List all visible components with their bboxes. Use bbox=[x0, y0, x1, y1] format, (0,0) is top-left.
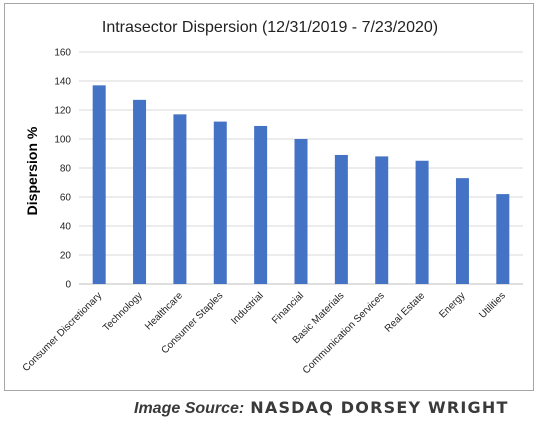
image-source-brand: NASDAQ DORSEY WRIGHT bbox=[250, 398, 509, 417]
y-tick-label: 100 bbox=[54, 135, 71, 146]
y-tick-label: 140 bbox=[54, 77, 71, 88]
y-tick-label: 120 bbox=[54, 106, 71, 117]
y-tick-label: 80 bbox=[60, 164, 72, 175]
x-tick-label: Utilities bbox=[477, 290, 508, 321]
y-axis-label: Dispersion % bbox=[24, 126, 40, 215]
bar-consumer-staples bbox=[213, 121, 227, 284]
image-source-prefix: Image Source: bbox=[134, 400, 245, 417]
x-axis-ticks: Consumer DiscretionaryTechnologyHealthca… bbox=[21, 290, 508, 376]
y-tick-label: 0 bbox=[65, 280, 71, 291]
bar-real-estate bbox=[415, 160, 429, 284]
y-tick-label: 40 bbox=[60, 222, 72, 233]
bar-technology bbox=[133, 99, 147, 284]
bar-financial bbox=[294, 139, 308, 284]
x-tick-label: Energy bbox=[437, 290, 467, 320]
y-tick-label: 60 bbox=[60, 193, 72, 204]
y-tick-label: 160 bbox=[54, 48, 71, 59]
chart-frame: Intrasector Dispersion (12/31/2019 - 7/2… bbox=[4, 3, 534, 391]
bar-consumer-discretionary bbox=[92, 85, 106, 284]
bars bbox=[92, 85, 510, 284]
bar-industrial bbox=[254, 125, 268, 284]
x-tick-label: Consumer Discretionary bbox=[21, 290, 105, 374]
y-axis-ticks: 0 20 40 60 80 100 120 140 160 bbox=[54, 48, 71, 291]
x-tick-label: Healthcare bbox=[143, 290, 185, 332]
bar-energy bbox=[455, 178, 469, 284]
bar-basic-materials bbox=[334, 154, 348, 284]
x-tick-label: Communication Services bbox=[301, 290, 387, 376]
bar-communication-services bbox=[375, 156, 389, 284]
chart-title: Intrasector Dispersion (12/31/2019 - 7/2… bbox=[102, 19, 438, 36]
image-source: Image Source: NASDAQ DORSEY WRIGHT bbox=[134, 398, 534, 420]
x-tick-label: Financial bbox=[270, 290, 306, 326]
y-tick-label: 20 bbox=[60, 251, 72, 262]
x-tick-label: Real Estate bbox=[383, 290, 428, 335]
x-tick-label: Industrial bbox=[229, 290, 265, 326]
bar-utilities bbox=[496, 194, 510, 284]
bar-healthcare bbox=[173, 114, 187, 284]
x-tick-label: Technology bbox=[101, 290, 145, 334]
bar-chart: Intrasector Dispersion (12/31/2019 - 7/2… bbox=[21, 19, 523, 376]
